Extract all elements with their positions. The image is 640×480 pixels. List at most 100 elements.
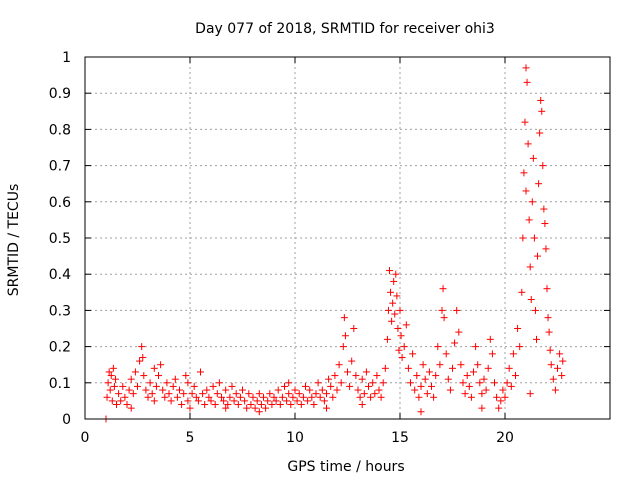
data-point: [222, 386, 230, 394]
data-point: [245, 390, 253, 398]
data-point: [547, 361, 555, 369]
data-point: [526, 390, 534, 398]
data-point: [358, 375, 366, 383]
data-point: [190, 382, 198, 390]
data-point: [365, 382, 372, 390]
data-point: [302, 382, 309, 390]
data-point: [232, 390, 240, 398]
data-point: [159, 386, 167, 394]
data-point: [320, 397, 328, 405]
data-point: [546, 346, 554, 354]
data-point: [201, 401, 209, 409]
data-point: [335, 361, 343, 369]
data-point: [491, 379, 498, 387]
data-point: [113, 401, 120, 409]
data-point: [535, 180, 543, 188]
data-point: [129, 390, 137, 398]
data-point: [531, 306, 539, 314]
data-point: [316, 393, 324, 401]
data-point: [186, 404, 194, 412]
data-point: [419, 361, 427, 369]
data-point: [528, 198, 536, 206]
data-point: [436, 361, 444, 369]
data-point: [523, 78, 531, 86]
data-point: [536, 129, 544, 137]
data-point: [270, 393, 278, 401]
data-point: [432, 372, 440, 380]
data-point: [501, 393, 509, 401]
data-point: [251, 404, 259, 412]
data-point: [178, 401, 186, 409]
data-point: [136, 357, 144, 365]
y-tick-label: 0.2: [49, 340, 71, 356]
data-point: [188, 390, 196, 398]
data-point: [194, 397, 202, 405]
data-point: [478, 404, 486, 412]
data-point: [522, 187, 530, 195]
data-point: [387, 288, 395, 296]
data-point: [325, 375, 333, 383]
data-point: [283, 397, 291, 405]
data-point: [341, 332, 349, 340]
data-point: [262, 404, 270, 412]
data-point: [274, 386, 282, 394]
data-point: [348, 357, 356, 365]
data-point: [173, 393, 181, 401]
data-point: [287, 401, 295, 409]
data-point: [474, 361, 482, 369]
data-point: [119, 382, 127, 390]
data-point: [495, 404, 503, 412]
data-point: [423, 390, 431, 398]
data-point: [344, 368, 351, 376]
data-point: [459, 379, 467, 387]
data-point: [207, 397, 215, 405]
data-point: [278, 393, 286, 401]
data-point: [176, 386, 183, 394]
data-point: [276, 401, 284, 409]
data-point: [534, 252, 542, 260]
data-point: [167, 397, 175, 405]
data-point: [109, 364, 117, 372]
data-point: [107, 372, 115, 380]
data-point: [434, 343, 442, 351]
data-point: [249, 393, 257, 401]
data-point: [150, 397, 158, 405]
data-point: [157, 361, 165, 369]
y-tick-label: 0: [62, 412, 71, 428]
data-point: [524, 140, 532, 148]
data-point: [463, 372, 471, 380]
data-point: [400, 343, 408, 351]
data-point: [310, 401, 318, 409]
data-point: [333, 386, 341, 394]
data-point: [239, 386, 246, 394]
data-point: [428, 382, 435, 390]
data-point: [192, 393, 200, 401]
data-point: [125, 386, 133, 394]
data-point: [539, 162, 547, 170]
data-point: [272, 397, 280, 405]
data-point: [142, 386, 150, 394]
data-point: [493, 393, 501, 401]
y-tick-labels: 0 0.1 0.2 0.3 0.4 0.5 0.6 0.7 0.8 0.9 1: [49, 50, 71, 428]
data-point: [484, 364, 492, 372]
ticks: [84, 56, 610, 420]
data-point: [285, 390, 293, 398]
data-point: [522, 64, 530, 72]
data-point: [421, 375, 429, 383]
data-point: [373, 372, 381, 380]
chart-title: Day 077 of 2018, SRMTID for receiver ohi…: [195, 21, 495, 37]
data-point: [121, 393, 129, 401]
data-point: [346, 382, 354, 390]
data-point: [516, 343, 524, 351]
data-point: [140, 372, 148, 380]
data-point: [115, 390, 123, 398]
data-point: [480, 375, 488, 383]
x-axis-label: GPS time / hours: [287, 459, 404, 475]
data-point: [226, 393, 234, 401]
data-point: [394, 325, 402, 332]
data-point: [165, 390, 173, 398]
data-point: [295, 390, 303, 398]
data-point: [211, 401, 219, 409]
data-point: [451, 339, 459, 347]
data-point: [197, 368, 204, 376]
